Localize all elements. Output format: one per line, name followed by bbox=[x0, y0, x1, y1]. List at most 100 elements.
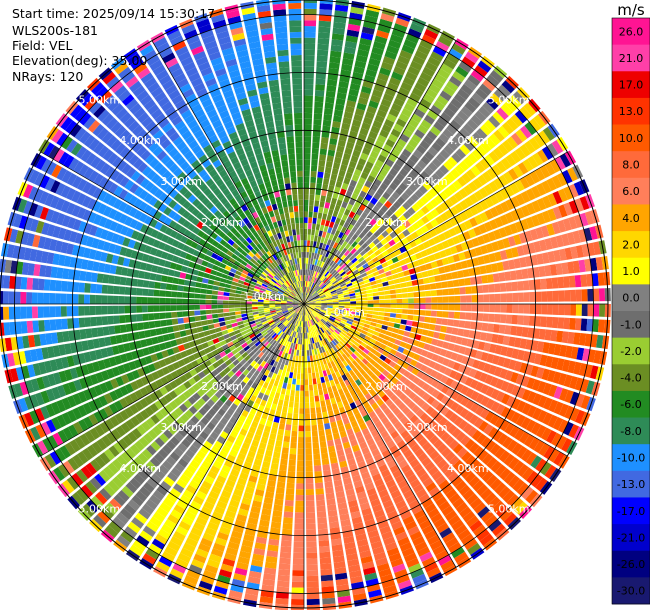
velocity-gate bbox=[342, 314, 349, 318]
velocity-gate bbox=[309, 384, 314, 391]
velocity-gate bbox=[479, 332, 488, 341]
velocity-gate bbox=[569, 407, 580, 422]
velocity-gate bbox=[199, 304, 206, 310]
velocity-gate bbox=[330, 197, 338, 205]
velocity-gate bbox=[309, 355, 314, 362]
velocity-gate bbox=[475, 393, 485, 404]
velocity-gate bbox=[322, 317, 328, 323]
velocity-gate bbox=[467, 152, 479, 164]
velocity-gate bbox=[413, 297, 420, 303]
velocity-gate bbox=[458, 320, 466, 328]
velocity-gate bbox=[55, 306, 62, 318]
velocity-gate bbox=[332, 304, 339, 306]
velocity-gate bbox=[280, 388, 286, 395]
velocity-gate bbox=[562, 218, 572, 232]
velocity-gate bbox=[374, 340, 382, 347]
velocity-gate bbox=[517, 162, 529, 175]
velocity-gate bbox=[467, 136, 479, 148]
velocity-gate bbox=[387, 82, 399, 92]
velocity-gate bbox=[211, 304, 218, 309]
velocity-gate bbox=[277, 428, 285, 436]
velocity-gate bbox=[407, 309, 414, 315]
velocity-gate bbox=[322, 285, 328, 291]
velocity-gate bbox=[527, 267, 535, 279]
velocity-gate bbox=[307, 355, 311, 362]
velocity-gate bbox=[320, 283, 326, 289]
velocity-gate bbox=[349, 83, 361, 91]
velocity-gate bbox=[72, 306, 79, 317]
velocity-gate bbox=[553, 343, 562, 356]
velocity-gate bbox=[505, 382, 515, 394]
velocity-gate bbox=[327, 273, 333, 280]
velocity-gate bbox=[284, 394, 290, 402]
velocity-gate bbox=[313, 453, 321, 461]
velocity-gate bbox=[354, 108, 365, 117]
velocity-gate bbox=[66, 293, 73, 304]
velocity-gate bbox=[275, 487, 285, 495]
velocity-gate bbox=[458, 484, 471, 497]
velocity-gate bbox=[547, 208, 557, 222]
velocity-gate bbox=[188, 299, 195, 304]
velocity-gate bbox=[546, 304, 553, 315]
velocity-gate bbox=[309, 263, 313, 270]
velocity-gate bbox=[307, 361, 311, 368]
velocity-gate bbox=[464, 101, 477, 114]
velocity-gate bbox=[326, 296, 333, 299]
velocity-gate bbox=[315, 494, 325, 501]
velocity-gate bbox=[462, 489, 475, 501]
velocity-gate bbox=[306, 251, 309, 258]
velocity-gate bbox=[136, 288, 143, 296]
velocity-gate bbox=[512, 91, 526, 105]
velocity-gate bbox=[200, 288, 207, 294]
velocity-gate bbox=[484, 209, 494, 220]
velocity-gate bbox=[224, 320, 232, 325]
velocity-gate bbox=[306, 535, 317, 542]
velocity-gate bbox=[370, 373, 378, 381]
velocity-gate bbox=[501, 80, 515, 94]
velocity-gate bbox=[486, 97, 499, 110]
velocity-gate bbox=[430, 104, 442, 116]
velocity-gate bbox=[356, 300, 362, 304]
velocity-gate bbox=[410, 345, 418, 353]
velocity-gate bbox=[241, 313, 248, 318]
velocity-gate bbox=[394, 209, 403, 218]
velocity-gate bbox=[521, 389, 532, 401]
velocity-gate bbox=[466, 515, 479, 528]
velocity-gate bbox=[331, 126, 340, 134]
velocity-gate bbox=[349, 263, 356, 270]
velocity-gate bbox=[333, 16, 347, 24]
velocity-gate bbox=[319, 201, 325, 208]
velocity-gate bbox=[149, 272, 157, 281]
velocity-gate bbox=[347, 223, 354, 231]
velocity-gate bbox=[314, 194, 321, 201]
velocity-gate bbox=[329, 260, 335, 267]
velocity-gate bbox=[317, 165, 325, 173]
velocity-gate bbox=[357, 246, 364, 254]
velocity-gate bbox=[384, 294, 391, 299]
velocity-gate bbox=[369, 325, 376, 331]
velocity-gate bbox=[318, 429, 325, 437]
velocity-gate bbox=[176, 298, 183, 304]
velocity-gate bbox=[578, 229, 587, 243]
velocity-gate bbox=[423, 358, 431, 366]
velocity-gate bbox=[421, 34, 436, 45]
velocity-gate bbox=[360, 272, 368, 278]
velocity-gate bbox=[295, 384, 300, 391]
velocity-gate bbox=[467, 97, 481, 109]
velocity-gate bbox=[332, 27, 345, 35]
velocity-gate bbox=[304, 147, 311, 154]
velocity-gate bbox=[182, 311, 189, 317]
velocity-gate bbox=[276, 386, 282, 394]
velocity-gate bbox=[354, 289, 361, 293]
velocity-gate bbox=[510, 150, 522, 164]
velocity-gate bbox=[49, 279, 57, 291]
velocity-gate bbox=[313, 277, 317, 284]
velocity-gate bbox=[329, 240, 335, 247]
velocity-gate bbox=[317, 236, 322, 243]
velocity-gate bbox=[142, 288, 149, 296]
velocity-gate bbox=[480, 384, 490, 395]
velocity-gate bbox=[455, 243, 464, 253]
velocity-gate bbox=[508, 95, 522, 109]
velocity-gate bbox=[304, 332, 306, 339]
velocity-gate bbox=[404, 143, 415, 154]
